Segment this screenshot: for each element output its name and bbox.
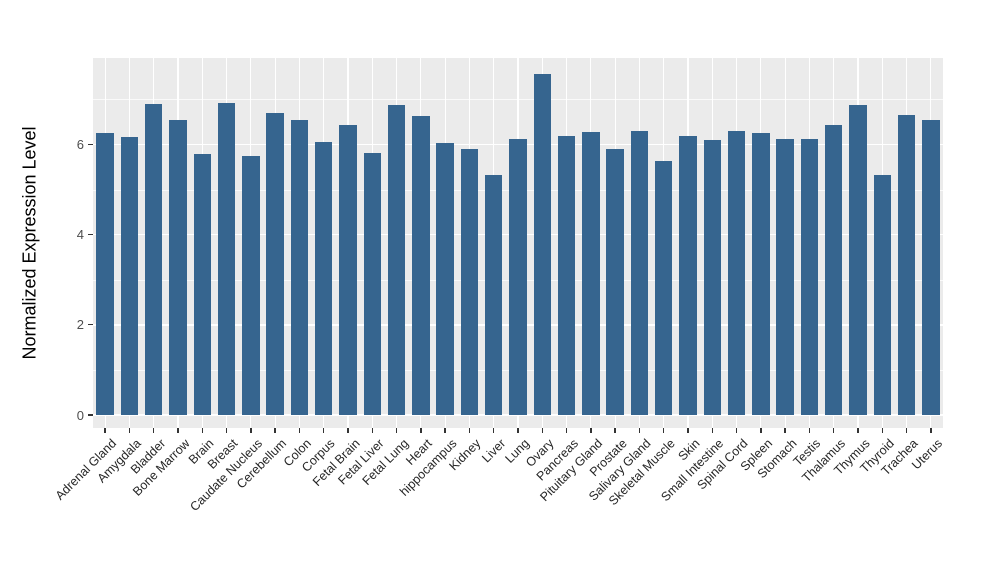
bar-caudate-nucleus bbox=[242, 155, 260, 415]
bar-fetal-brain bbox=[339, 125, 357, 415]
x-tick-mark bbox=[225, 428, 228, 433]
x-tick-mark bbox=[128, 428, 131, 433]
bar-prostate bbox=[606, 149, 624, 415]
x-tick-mark bbox=[711, 428, 713, 433]
bar-spinal-cord bbox=[727, 130, 746, 415]
bar-pancreas bbox=[557, 135, 576, 415]
bar-brain bbox=[193, 153, 212, 415]
x-tick-mark bbox=[444, 428, 446, 433]
x-tick-mark bbox=[298, 428, 301, 433]
bar-thyroid bbox=[873, 175, 892, 415]
x-tick-mark bbox=[663, 428, 665, 433]
x-tick-mark bbox=[468, 428, 471, 433]
bar-fetal-liver bbox=[363, 152, 382, 415]
bar-lung bbox=[509, 139, 527, 415]
x-tick-mark bbox=[638, 428, 641, 433]
y-tick-mark bbox=[88, 324, 93, 326]
bar-liver bbox=[484, 175, 503, 415]
bar-skin bbox=[679, 135, 697, 415]
x-tick-mark bbox=[590, 428, 592, 433]
x-tick-mark bbox=[760, 428, 762, 433]
x-tick-mark bbox=[735, 428, 738, 433]
bar-salivary-gland bbox=[630, 131, 649, 415]
y-tick-label: 4 bbox=[76, 227, 84, 243]
x-tick-mark bbox=[517, 428, 519, 433]
x-tick-mark bbox=[614, 428, 616, 433]
x-tick-mark bbox=[930, 428, 932, 433]
x-tick-mark bbox=[153, 428, 155, 433]
bar-colon bbox=[290, 120, 309, 415]
bar-stomach bbox=[776, 139, 794, 415]
x-tick-mark bbox=[784, 428, 786, 433]
x-tick-mark bbox=[323, 428, 325, 433]
bar-uterus bbox=[922, 120, 940, 415]
bar-pituitary-gland bbox=[582, 132, 600, 415]
y-tick-mark bbox=[88, 143, 93, 146]
bar-ovary bbox=[533, 73, 552, 415]
bar-kidney bbox=[460, 149, 479, 415]
x-tick-mark bbox=[881, 428, 883, 433]
bar-skeletal-muscle bbox=[654, 160, 673, 415]
x-tick-mark bbox=[857, 428, 859, 433]
bar-testis bbox=[800, 139, 819, 415]
plot-panel bbox=[93, 58, 943, 428]
x-tick-mark bbox=[565, 428, 568, 433]
x-tick-mark bbox=[541, 428, 543, 433]
bar-thalamus bbox=[824, 125, 843, 415]
x-tick-mark bbox=[687, 428, 689, 433]
bar-breast bbox=[217, 103, 236, 415]
bar-bladder bbox=[144, 104, 163, 415]
x-tick-mark bbox=[250, 428, 252, 433]
bar-corpus bbox=[314, 141, 333, 415]
bar-small-intestine bbox=[703, 140, 722, 415]
y-tick-label: 6 bbox=[76, 137, 84, 153]
y-tick-mark bbox=[88, 234, 93, 236]
y-tick-mark bbox=[88, 414, 93, 416]
x-tick-mark bbox=[420, 428, 422, 433]
bar-bone-marrow bbox=[169, 119, 187, 415]
y-tick-label: 0 bbox=[76, 407, 84, 423]
bar-cerebellum bbox=[266, 113, 284, 415]
x-tick-mark bbox=[833, 428, 835, 433]
x-tick-mark bbox=[274, 428, 276, 433]
bar-thymus bbox=[849, 104, 867, 415]
x-tick-mark bbox=[905, 428, 908, 433]
x-tick-mark bbox=[177, 428, 179, 433]
bar-spleen bbox=[752, 133, 770, 415]
x-tick-mark bbox=[808, 428, 811, 433]
x-tick-mark bbox=[395, 428, 398, 433]
bar-hippocampus bbox=[436, 142, 454, 415]
bar-fetal-lung bbox=[387, 104, 406, 415]
x-label-liver: Liver bbox=[478, 436, 508, 466]
x-tick-mark bbox=[371, 428, 373, 433]
x-tick-mark bbox=[347, 428, 349, 433]
bar-heart bbox=[412, 116, 430, 415]
bar-trachea bbox=[897, 114, 916, 415]
minor-gridline bbox=[93, 99, 943, 101]
y-tick-label: 2 bbox=[76, 317, 84, 333]
bar-amygdala bbox=[120, 136, 139, 415]
bar-adrenal-gland bbox=[96, 133, 114, 415]
x-tick-mark bbox=[493, 428, 495, 433]
x-tick-mark bbox=[201, 428, 203, 433]
major-gridline bbox=[93, 414, 943, 416]
x-tick-mark bbox=[104, 428, 106, 433]
